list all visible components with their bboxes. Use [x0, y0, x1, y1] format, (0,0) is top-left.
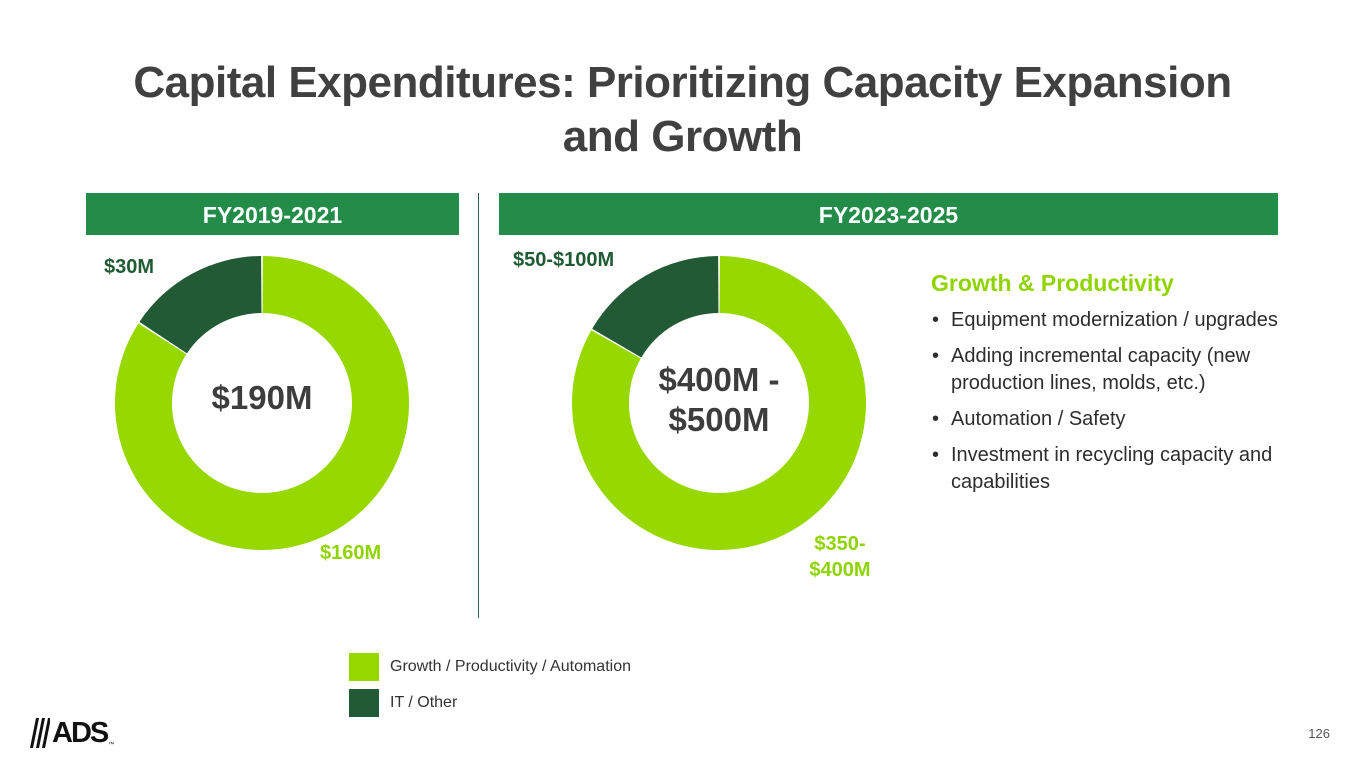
legend-swatch-growth: [349, 653, 379, 681]
logo-trademark: ™: [108, 742, 115, 748]
bullet-item: Automation / Safety: [931, 406, 1321, 433]
bullet-item: Adding incremental capacity (new product…: [931, 343, 1321, 397]
slice-label-it-other-right: $50-$100M: [513, 249, 615, 271]
page-title-line-2: and Growth: [562, 112, 803, 161]
bullet-list: Equipment modernization / upgrades Addin…: [931, 307, 1321, 496]
legend-swatch-it-other: [349, 689, 379, 717]
page-number: 126: [1308, 726, 1330, 741]
page-title-line-1: Capital Expenditures: Prioritizing Capac…: [133, 58, 1232, 107]
slice-label-growth-right-line-2: $400M: [809, 559, 871, 581]
donut-right-slice-it-other: [592, 256, 719, 358]
chart-header-fy2023-2025: FY2023-2025: [499, 193, 1278, 235]
chart-header-fy2019-2021: FY2019-2021: [86, 193, 459, 235]
donut-right-center-total: $400M - $500M: [619, 360, 819, 440]
bullet-item: Equipment modernization / upgrades: [931, 307, 1321, 334]
legend-label-growth: Growth / Productivity / Automation: [390, 658, 631, 675]
legend-entry-it-other: IT / Other: [349, 689, 631, 717]
donut-right-slice-growth: [572, 256, 866, 550]
slice-label-growth-right-line-1: $350-: [814, 533, 866, 555]
slice-label-it-other-left: $30M: [104, 256, 155, 278]
legend-entry-growth: Growth / Productivity / Automation: [349, 653, 631, 681]
panel-divider: [478, 193, 479, 618]
slice-label-growth-left: $160M: [320, 542, 382, 564]
donut-right-center-line-2: $500M: [668, 401, 770, 438]
ads-logo: ADS ™: [30, 712, 114, 748]
donut-left-center-total: $190M: [211, 379, 313, 416]
bullet-item: Investment in recycling capacity and cap…: [931, 442, 1321, 496]
growth-productivity-panel: Growth & Productivity Equipment moderniz…: [931, 270, 1321, 505]
logo-slashes-icon: [30, 718, 50, 748]
donut-left-slice-growth: [115, 256, 410, 550]
side-panel-title: Growth & Productivity: [931, 270, 1174, 296]
donut-right-center-line-1: $400M -: [658, 361, 780, 398]
logo-text: ADS: [52, 717, 109, 749]
legend-label-it-other: IT / Other: [390, 694, 458, 711]
donut-left-slice-it-other: [139, 256, 262, 354]
page-title: Capital Expenditures: Prioritizing Capac…: [0, 56, 1365, 164]
slice-label-growth-right: $350- $400M: [790, 531, 890, 583]
chart-legend: Growth / Productivity / Automation IT / …: [349, 653, 631, 725]
